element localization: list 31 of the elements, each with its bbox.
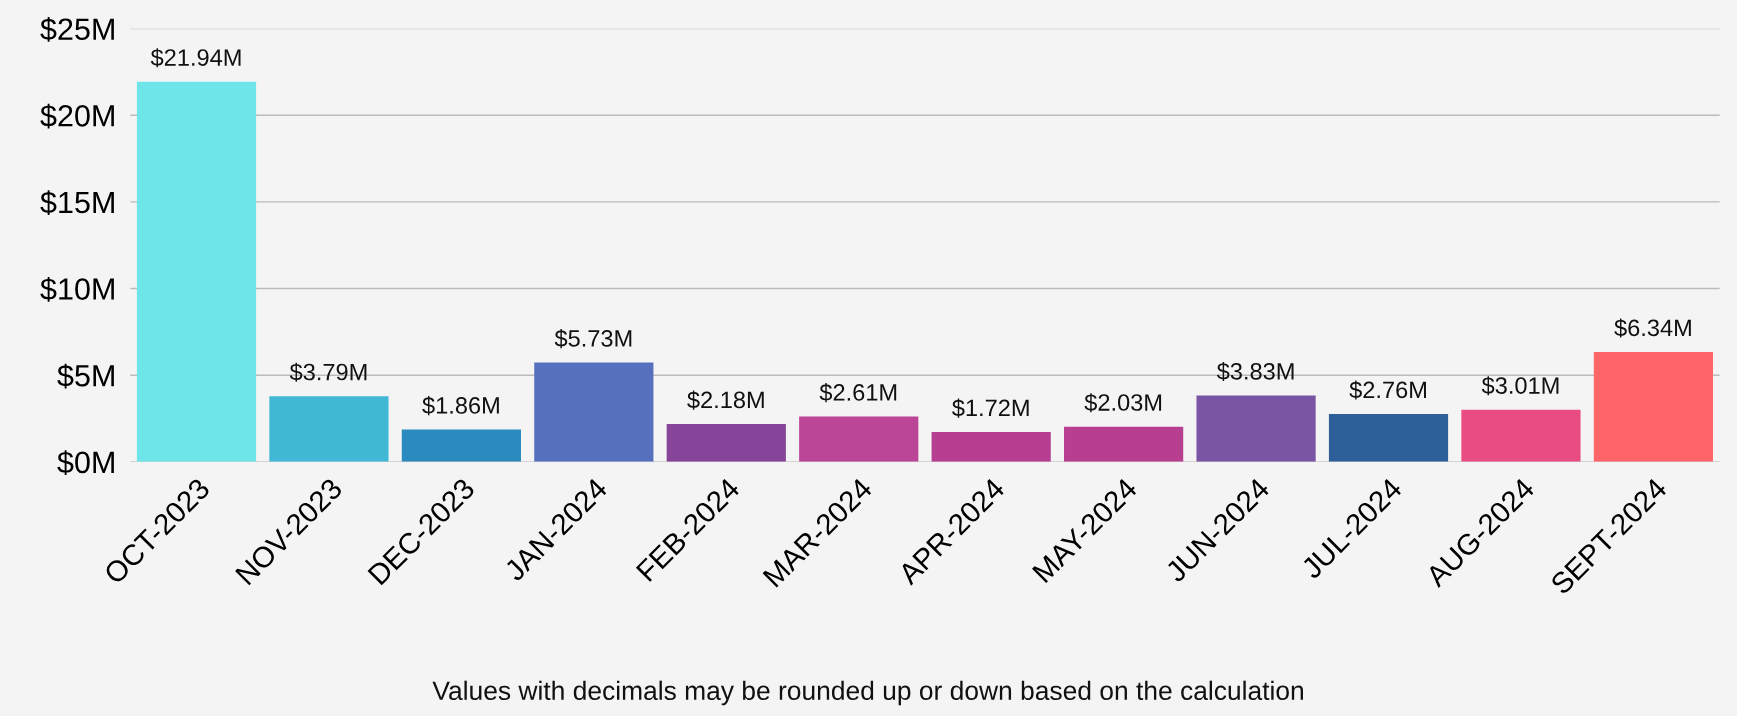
bar bbox=[136, 81, 257, 462]
bar bbox=[269, 396, 389, 462]
y-tick-label: $25M bbox=[40, 17, 114, 42]
data-label: $21.94M bbox=[150, 48, 241, 68]
data-label: $1.86M bbox=[422, 396, 499, 416]
bar bbox=[401, 429, 521, 462]
bar bbox=[931, 432, 1051, 462]
data-label: $2.76M bbox=[1349, 380, 1426, 400]
bar bbox=[1064, 426, 1184, 462]
data-label: $3.79M bbox=[289, 362, 367, 382]
data-label: $2.61M bbox=[819, 383, 897, 403]
y-tick-label: $15M bbox=[40, 190, 114, 216]
bar bbox=[1593, 351, 1714, 462]
data-label: $6.34M bbox=[1614, 318, 1691, 338]
y-tick-label: $5M bbox=[57, 363, 114, 389]
data-label: $1.72M bbox=[952, 398, 1029, 418]
bar bbox=[666, 424, 786, 462]
data-label: $5.73M bbox=[554, 329, 632, 349]
bar bbox=[1328, 414, 1449, 462]
text: Values with decimals may be rounded up or down based on the calculation bbox=[432, 680, 1303, 706]
y-tick-label: $20M bbox=[40, 103, 114, 129]
y-tick-label: $0M bbox=[57, 450, 114, 476]
data-label: $3.01M bbox=[1481, 376, 1559, 396]
data-label: $2.03M bbox=[1084, 393, 1162, 413]
data-label: $2.18M bbox=[687, 390, 764, 410]
bar bbox=[1461, 409, 1581, 462]
y-tick-label: $10M bbox=[40, 277, 114, 302]
bar bbox=[1196, 395, 1316, 462]
bar bbox=[534, 362, 654, 462]
bar bbox=[799, 416, 919, 462]
data-label: $3.83M bbox=[1216, 361, 1294, 382]
